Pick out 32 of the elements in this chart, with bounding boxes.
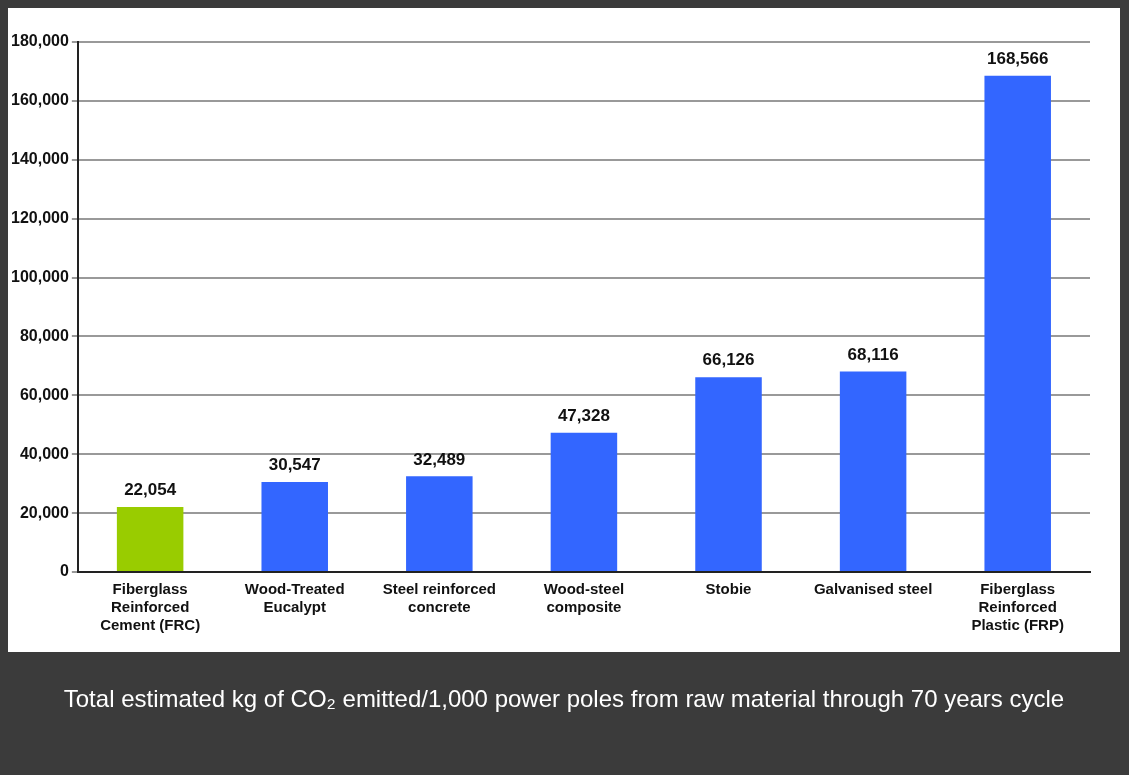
data-label: 47,328 [557,405,610,425]
x-tick-label: Fiberglass Reinforced Plastic (FRP) [971,580,1064,634]
bar [261,482,328,571]
y-tick-label: 120,000 [10,209,69,227]
data-label: 22,054 [124,480,177,500]
data-label: 168,566 [986,48,1049,68]
x-tick-label: Wood-Treated Eucalypt [244,580,345,616]
y-tick-label: 140,000 [10,150,69,168]
y-tick-label: 20,000 [19,503,69,521]
x-tick-label: Fiberglass Reinforced Cement (FRC) [100,580,201,634]
bar [984,75,1051,571]
bar [695,377,762,571]
y-tick-label: 0 [59,562,69,580]
x-tick-label: Steel reinforced concrete [382,580,497,616]
data-label: 68,116 [847,344,899,364]
y-tick-label: 40,000 [19,444,69,462]
data-label: 32,489 [413,449,466,469]
y-tick-label: 180,000 [10,32,69,50]
x-tick-label: Wood-steel composite [543,580,625,616]
bar [116,507,184,571]
y-tick-label: 80,000 [19,326,69,344]
x-tick-label: Stobie [705,580,752,598]
data-label: 30,547 [268,455,321,475]
y-tick-label: 60,000 [19,385,69,403]
text: Total estimated kg of CO₂ emitted/1,000 power poles from raw material through 70 years cycle [62,684,1066,714]
bar [550,432,618,571]
x-tick-label: Galvanised steel [813,580,933,598]
bar [839,371,907,571]
bar [406,476,473,571]
y-tick-label: 160,000 [10,91,69,109]
data-label: 66,126 [702,350,755,370]
y-tick-label: 100,000 [10,267,69,285]
